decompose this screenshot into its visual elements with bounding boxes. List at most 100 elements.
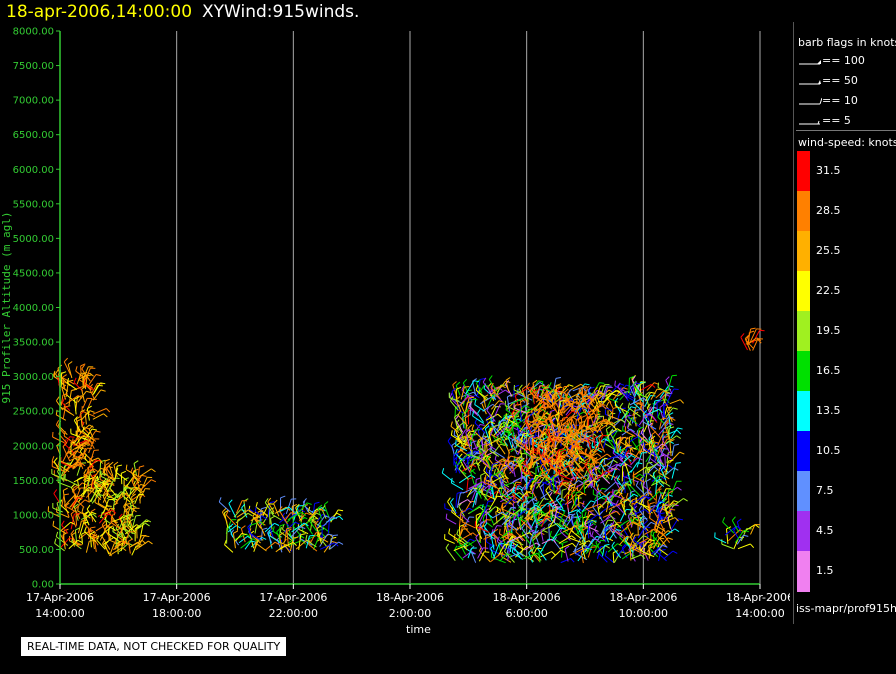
barb-staff: [637, 516, 642, 528]
barb-flag: [276, 528, 281, 533]
barb-staff: [506, 546, 510, 558]
barb-staff: [504, 551, 515, 563]
barb-staff: [535, 476, 546, 489]
wind-barb: [602, 543, 610, 557]
wind-barb: [113, 461, 119, 478]
barb-staff: [558, 482, 561, 495]
barb-flag: [536, 478, 542, 483]
barb-staff: [651, 434, 656, 448]
wind-barb: [666, 407, 673, 423]
barb-staff: [648, 464, 657, 473]
barb-flag: [510, 506, 516, 509]
barb-staff: [497, 511, 510, 518]
barb-flag: [623, 474, 629, 478]
barb-staff: [572, 477, 578, 493]
wind-barb: [651, 480, 665, 487]
barb-flag: [657, 388, 663, 391]
barb-staff: [572, 544, 586, 553]
barb-flag: [86, 390, 92, 394]
barb-flag: [454, 413, 459, 418]
barb-flag: [71, 388, 77, 391]
wind-barb: [329, 541, 344, 550]
barb-flag: [665, 376, 670, 381]
barb-flag: [568, 388, 572, 394]
wind-barb: [84, 367, 96, 380]
barb-staff: [124, 485, 136, 491]
wind-barb: [93, 479, 103, 492]
barb-staff: [130, 503, 134, 518]
barb-flag: [92, 532, 97, 537]
barb-flag: [508, 516, 512, 522]
wind-barb: [507, 432, 513, 450]
wind-barb: [584, 480, 598, 490]
barb-staff: [88, 438, 95, 454]
barb-staff: [662, 407, 668, 421]
barb-flag: [451, 387, 456, 392]
wind-barb: [521, 385, 527, 402]
barb-flag: [125, 464, 128, 470]
barb-staff: [602, 536, 614, 542]
wind-barb: [521, 523, 530, 539]
barb-staff: [102, 496, 109, 508]
barb-flag: [511, 409, 516, 414]
barb-flag: [510, 541, 513, 547]
wind-barb: [499, 530, 514, 540]
barb-staff: [278, 510, 288, 525]
barb-flag: [477, 408, 481, 414]
wind-barb: [561, 488, 568, 502]
barb-flag: [70, 441, 77, 444]
barb-staff: [535, 394, 546, 403]
barb-staff: [228, 503, 237, 518]
barb-flag: [80, 363, 86, 367]
barb-staff: [606, 453, 622, 461]
barb-flag: [74, 503, 79, 508]
wind-barb: [475, 523, 483, 540]
barb-flag: [675, 462, 681, 464]
barb-staff: [647, 491, 656, 501]
barb-staff: [120, 517, 125, 530]
wind-barb: [88, 425, 94, 439]
barb-flag: [469, 538, 475, 542]
barb-flag: [332, 516, 338, 520]
wind-barb: [285, 519, 292, 537]
barb-staff: [497, 544, 506, 557]
wind-barb: [133, 460, 139, 476]
wind-barb: [648, 546, 654, 559]
barb-flag: [471, 551, 477, 555]
barb-flag: [104, 480, 109, 485]
barb-flag: [512, 518, 518, 521]
barb-staff: [662, 397, 671, 412]
wind-barb: [508, 519, 519, 531]
wind-barb: [665, 467, 679, 476]
barb-staff: [460, 449, 471, 458]
wind-barb: [477, 408, 484, 423]
barb-flag: [648, 546, 654, 549]
wind-barb: [61, 520, 69, 534]
barb-flag: [334, 542, 339, 547]
barb-flag: [574, 518, 578, 524]
wind-barb: [532, 509, 539, 528]
barb-flag: [100, 382, 106, 385]
barb-staff: [653, 541, 662, 554]
barb-flag: [70, 529, 75, 535]
barb-staff: [93, 483, 103, 492]
wind-barb: [465, 380, 480, 395]
barb-flag: [599, 391, 604, 395]
wind-barb: [235, 512, 253, 524]
barb-flag: [474, 451, 480, 455]
wind-barb: [622, 471, 639, 483]
barb-flag: [626, 391, 628, 397]
barb-staff: [91, 383, 98, 394]
barb-flag: [270, 515, 276, 519]
barb-staff: [299, 538, 313, 546]
barb-flag: [665, 503, 671, 507]
barb-staff: [52, 436, 65, 443]
barb-staff: [92, 389, 102, 401]
barb-staff: [78, 437, 93, 447]
barb-flag: [611, 541, 615, 547]
barb-flag: [471, 424, 475, 430]
wind-barb: [123, 531, 135, 547]
barb-flag: [68, 379, 74, 382]
barb-flag: [110, 517, 113, 523]
barb-flag: [598, 434, 603, 439]
